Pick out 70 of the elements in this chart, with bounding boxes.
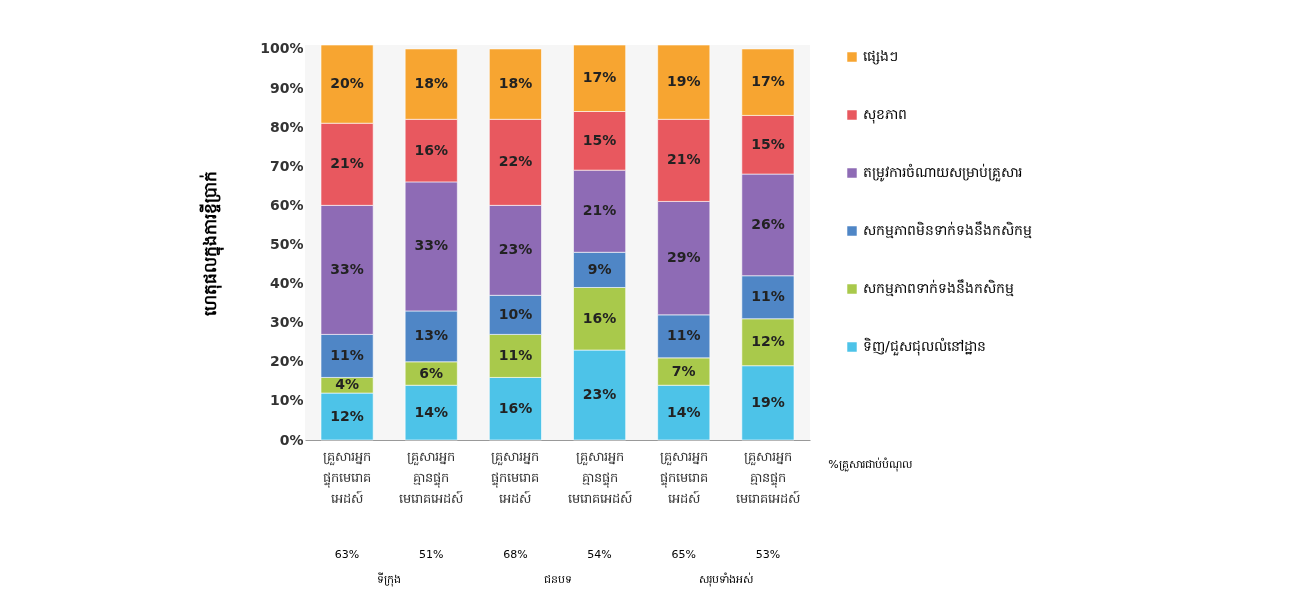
data-label: 33% — [414, 237, 449, 254]
y-tick-label: 50% — [269, 235, 304, 252]
text: ទីក្រុង — [377, 572, 402, 587]
data-label: 29% — [666, 249, 701, 266]
x-tick-label: គ្រួសារអ្នក ផ្ទុកមេរោគ អេដស៍ — [491, 448, 540, 506]
data-label: 16% — [582, 309, 617, 326]
data-label: 33% — [330, 260, 364, 277]
y-tick-label: 20% — [269, 353, 304, 370]
data-label: 23% — [582, 386, 617, 403]
data-label: 20% — [330, 75, 364, 92]
y-tick-label: 10% — [269, 392, 304, 409]
legend-label: ផ្សេងៗ — [863, 48, 898, 65]
data-label: 11% — [330, 346, 364, 363]
data-label: 11% — [751, 288, 785, 305]
data-label: 22% — [498, 153, 533, 170]
data-label: 18% — [414, 75, 449, 92]
data-label: 16% — [498, 399, 533, 416]
data-label: 9% — [587, 260, 612, 277]
legend-label: ទិញ/ជួសជុលលំនៅដ្ឋាន — [863, 337, 986, 356]
data-label: 17% — [751, 73, 785, 90]
data-label: 14% — [666, 403, 701, 420]
y-axis-title: ហេតុផលក្នុងការខ្ចីប្រាក់ — [199, 170, 225, 316]
legend-label: តម្រូវការចំណាយសម្រាប់គ្រួសារ — [863, 163, 1022, 182]
x-tick-label: គ្រួសារអ្នក គ្មានផ្ទុក មេរោគអេដស៍ — [735, 448, 800, 506]
legend-label: សុខភាព — [863, 106, 907, 124]
data-label: 18% — [498, 75, 533, 92]
y-tick-label: 0% — [279, 431, 304, 448]
y-tick-label: 60% — [269, 196, 304, 213]
y-tick-label: 100% — [260, 40, 304, 57]
data-label: 19% — [751, 393, 785, 410]
data-label: 21% — [666, 151, 701, 168]
data-label: 19% — [666, 73, 701, 90]
text: 68% — [503, 548, 528, 561]
text: %គ្រួសារជាប់បំណុល — [828, 457, 912, 472]
data-label: 4% — [335, 376, 359, 393]
text: 51% — [419, 548, 444, 561]
data-label: 6% — [419, 364, 444, 381]
x-tick-label: គ្រួសារអ្នក គ្មានផ្ទុក មេរោគអេដស៍ — [399, 448, 464, 506]
data-label: 14% — [414, 403, 449, 420]
legend-label: សកម្មភាពមិនទាក់ទងនឹងកសិកម្ម — [863, 221, 1032, 239]
text: សរុបទាំងអស់ — [698, 572, 753, 587]
data-label: 21% — [582, 202, 617, 219]
x-tick-label: គ្រួសារអ្នក ផ្ទុកមេរោគ អេដស៍ — [323, 448, 372, 506]
data-label: 17% — [582, 69, 617, 86]
data-label: 13% — [414, 327, 449, 344]
text: 63% — [334, 548, 360, 561]
data-label: 7% — [671, 362, 696, 379]
y-tick-label: 80% — [269, 118, 304, 135]
text: 54% — [587, 548, 612, 561]
text: 53% — [755, 548, 781, 561]
data-label: 11% — [498, 346, 533, 363]
text: ជនបទ — [543, 573, 572, 586]
data-label: 10% — [498, 305, 533, 322]
data-label: 16% — [414, 141, 449, 158]
y-tick-label: 40% — [269, 275, 304, 292]
text: 65% — [671, 548, 696, 561]
y-tick-label: 70% — [269, 157, 304, 174]
y-tick-label: 30% — [269, 314, 304, 331]
data-label: 11% — [666, 327, 701, 344]
data-label: 12% — [751, 333, 785, 350]
x-tick-label: គ្រួសារអ្នក ផ្ទុកមេរោគ អេដស៍ — [659, 448, 708, 506]
data-label: 23% — [498, 241, 533, 258]
x-tick-label: គ្រួសារអ្នក គ្មានផ្ទុក មេរោគអេដស៍ — [567, 448, 632, 506]
y-tick-label: 90% — [269, 79, 304, 96]
data-label: 12% — [330, 407, 364, 424]
data-label: 21% — [330, 155, 364, 172]
data-label: 26% — [751, 215, 785, 232]
data-label: 15% — [582, 131, 617, 148]
legend-label: សកម្មភាពទាក់ទងនឹងកសិកម្ម — [863, 279, 1014, 297]
data-label: 15% — [751, 135, 785, 152]
